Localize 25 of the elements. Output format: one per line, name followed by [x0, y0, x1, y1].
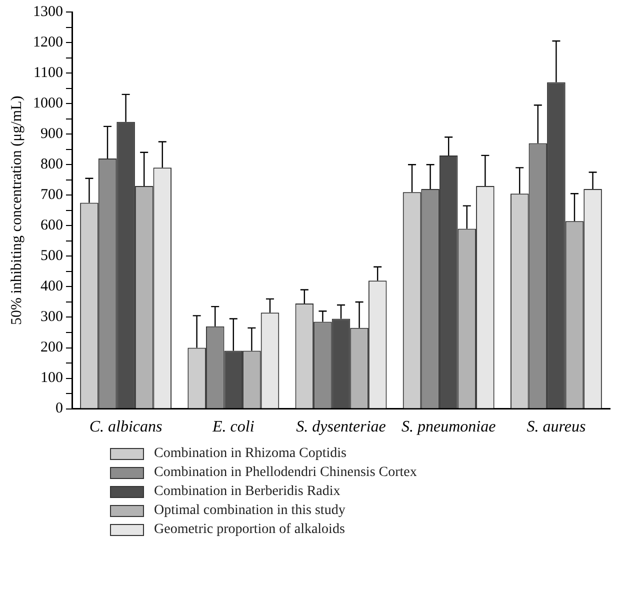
- y-tick-label: 400: [40, 278, 63, 295]
- x-tick-label: C. albicans: [89, 418, 162, 436]
- y-tick-label: 700: [40, 187, 63, 204]
- y-tick-label: 900: [40, 126, 63, 142]
- x-tick-label: S. pneumoniae: [402, 418, 496, 436]
- legend-label: Combination in Phellodendri Chinensis Cortex: [154, 464, 417, 480]
- y-tick-label: 800: [40, 156, 63, 173]
- legend-label: Geometric proportion of alkaloids: [154, 522, 345, 538]
- y-tick-label: 500: [40, 248, 63, 264]
- legend-label: Combination in Rhizoma Coptidis: [154, 446, 346, 462]
- y-tick-label: 0: [56, 400, 63, 417]
- y-tick-label: 100: [40, 370, 63, 386]
- y-tick-label: 300: [40, 309, 63, 326]
- legend-label: Combination in Berberidis Radix: [154, 484, 340, 500]
- x-tick-label: S. aureus: [526, 418, 586, 436]
- y-tick-label: 600: [40, 218, 63, 234]
- y-tick-label: 1100: [34, 64, 63, 81]
- x-tick-label: S. dysenteriae: [296, 418, 386, 436]
- y-tick-label: 1300: [33, 4, 63, 20]
- x-tick-label: E. coli: [212, 418, 254, 436]
- y-axis-title: 50% inhibiting concentration (μg/mL): [8, 96, 25, 326]
- y-tick-label: 1200: [33, 34, 63, 50]
- legend-label: Optimal combination in this study: [154, 502, 346, 518]
- y-tick-label: 200: [40, 340, 63, 356]
- y-tick-label: 1000: [33, 96, 63, 112]
